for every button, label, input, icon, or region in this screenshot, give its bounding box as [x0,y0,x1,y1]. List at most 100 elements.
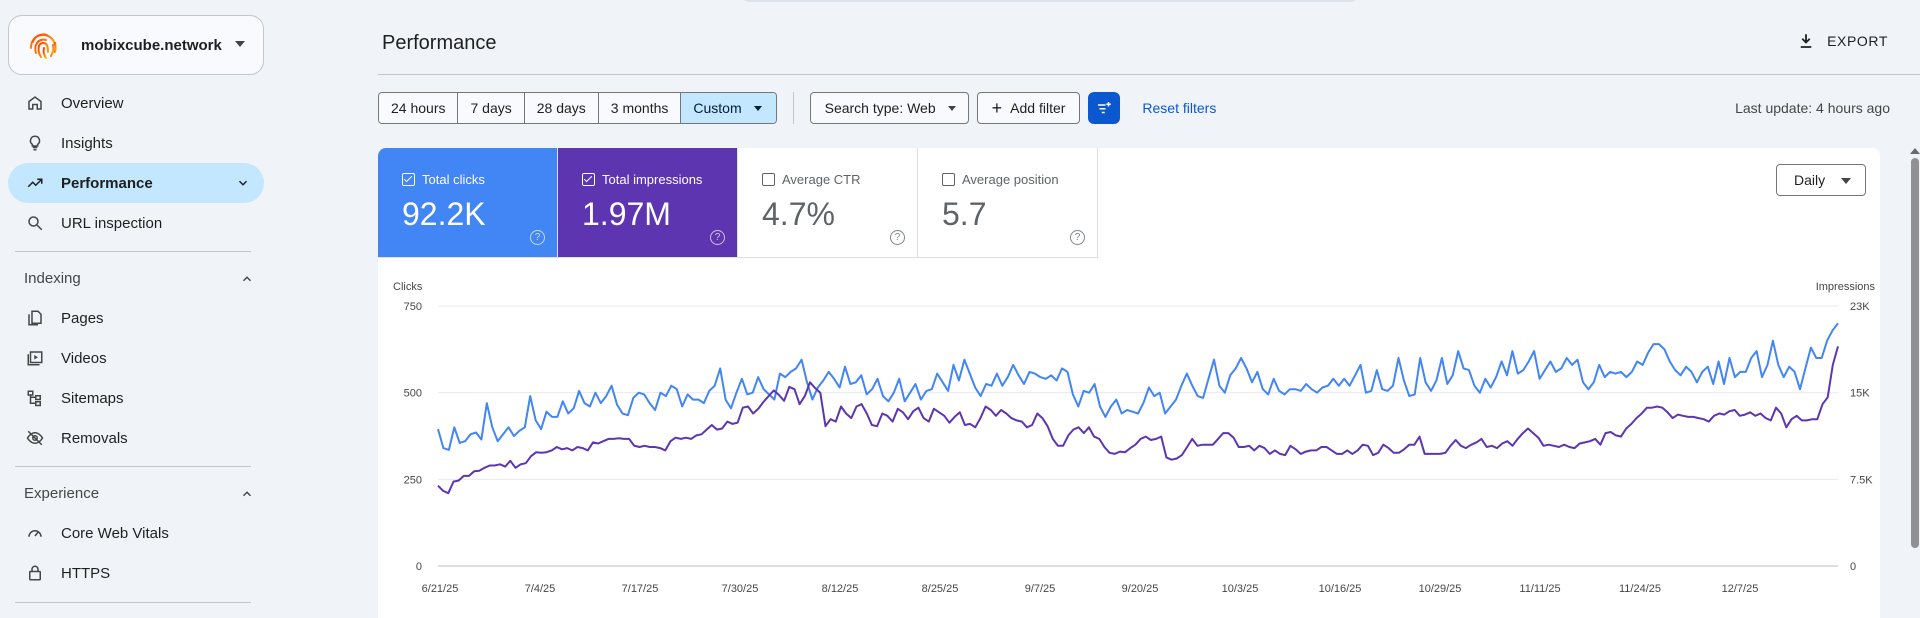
sidebar-item-label: Insights [61,134,113,152]
metric-average-ctr[interactable]: Average CTR 4.7% ? [738,148,918,258]
y-tick-left: 500 [404,388,422,400]
property-selector[interactable]: mobixcube.network [8,15,264,75]
filter-separator [792,92,794,124]
metric-value: 4.7% [762,196,835,232]
help-icon[interactable]: ? [530,230,545,245]
sidebar-item-performance[interactable]: Performance [8,163,264,203]
search-type-label: Search type: Web [824,100,936,116]
sidebar-item-url-inspection[interactable]: URL inspection [8,203,264,243]
help-icon[interactable]: ? [890,230,905,245]
chevron-down-icon[interactable] [236,176,250,190]
range-28-days[interactable]: 28 days [524,93,599,123]
metric-average-position[interactable]: Average position 5.7 ? [918,148,1098,258]
performance-chart: 750 500 250 0 23K 15K 7.5K 0 Clicks Impressions 6/… [393,281,1876,595]
filter-list-icon [1098,102,1112,114]
sidebar-item-label: Videos [61,349,107,367]
chevron-up-icon[interactable] [240,272,254,286]
range-7-days[interactable]: 7 days [458,93,525,123]
filter-settings-button[interactable] [1088,92,1121,124]
chevron-up-icon[interactable] [240,487,254,501]
metric-label-text: Total clicks [422,172,485,187]
home-icon [28,96,42,110]
metric-value: 92.2K [402,196,486,232]
section-title-label: Experience [24,485,100,502]
scroll-up-arrow-icon[interactable] [1910,148,1920,154]
sidebar-item-label: Performance [61,174,153,192]
help-icon[interactable]: ? [710,230,725,245]
sidebar-item-core-web-vitals[interactable]: Core Web Vitals [8,513,264,553]
page-title: Performance [382,32,497,54]
search-type-dropdown[interactable]: Search type: Web [809,92,969,124]
range-3-months[interactable]: 3 months [598,93,682,123]
x-tick: 8/25/25 [922,583,959,595]
performance-card: 750 500 250 0 23K 15K 7.5K 0 Clicks Impressions 6/… [378,148,1880,618]
last-update-text: Last update: 4 hours ago [1735,100,1890,116]
x-tick: 10/3/25 [1222,583,1259,595]
range-24-hours[interactable]: 24 hours [379,93,459,123]
x-tick: 9/7/25 [1025,583,1056,595]
checkbox-unchecked-icon[interactable] [762,173,775,186]
metric-label-text: Average position [962,172,1059,187]
checkbox-unchecked-icon[interactable] [942,173,955,186]
range-custom[interactable]: Custom [681,93,776,123]
series-line-impressions [437,346,1839,495]
metric-value: 5.7 [942,196,987,232]
checkbox-checked-icon[interactable] [402,173,415,186]
section-title-label: Indexing [24,270,81,287]
visibility-off-icon [26,430,44,446]
sidebar: mobixcube.network Overview Insights Perf… [0,0,270,606]
y-tick-left: 750 [404,301,422,313]
x-tick: 11/24/25 [1619,583,1661,595]
export-button[interactable]: EXPORT [1797,32,1888,50]
sidebar-item-sitemaps[interactable]: Sitemaps [8,378,264,418]
x-tick: 11/11/25 [1519,583,1560,595]
y-tick-right: 23K [1850,301,1870,313]
metric-label: Total clicks [402,172,485,187]
series-line-clicks [437,322,1839,451]
reset-filters-link[interactable]: Reset filters [1142,100,1217,116]
sidebar-item-label: Removals [61,429,128,447]
sidebar-item-label: HTTPS [61,564,111,582]
checkbox-checked-icon[interactable] [582,173,595,186]
y-tick-left: 0 [416,561,422,573]
sitemap-icon [27,390,41,407]
trending-up-icon [27,178,43,188]
lock-icon [29,565,41,581]
metric-total-impressions[interactable]: Total impressions 1.97M ? [558,148,738,258]
sidebar-item-removals[interactable]: Removals [8,418,264,458]
metric-total-clicks[interactable]: Total clicks 92.2K ? [378,148,558,258]
video-icon [27,351,43,366]
sidebar-item-overview[interactable]: Overview [8,83,264,123]
sidebar-item-label: URL inspection [61,214,163,232]
sidebar-item-label: Overview [61,94,124,112]
x-tick: 7/4/25 [525,583,556,595]
sidebar-item-insights[interactable]: Insights [8,123,264,163]
search-bar-edge[interactable] [740,0,1360,2]
sidebar-item-label: Sitemaps [61,389,124,407]
sidebar-item-videos[interactable]: Videos [8,338,264,378]
scrollbar[interactable] [1908,148,1920,606]
section-experience[interactable]: Experience [24,485,252,502]
help-icon[interactable]: ? [1070,230,1085,245]
x-tick: 10/29/25 [1419,583,1462,595]
x-tick: 7/30/25 [722,583,759,595]
y-tick-right: 0 [1850,561,1856,573]
sidebar-item-label: Pages [61,309,104,327]
add-filter-button[interactable]: + Add filter [976,92,1081,124]
scrollbar-thumb[interactable] [1911,158,1919,548]
filter-bar: 24 hours 7 days 28 days 3 months Custom … [378,92,1216,124]
sidebar-divider [15,251,251,252]
sidebar-divider [15,466,251,467]
y-axis-label-right: Impressions [1816,281,1876,293]
y-axis-label-left: Clicks [393,281,423,293]
x-tick: 8/12/25 [822,583,859,595]
y-tick-right: 15K [1850,388,1870,400]
sidebar-item-https[interactable]: HTTPS [8,553,264,593]
metric-label-text: Total impressions [602,172,703,187]
x-tick: 7/17/25 [622,583,659,595]
sidebar-item-pages[interactable]: Pages [8,298,264,338]
sidebar-divider [15,602,251,603]
section-indexing[interactable]: Indexing [24,270,252,287]
granularity-dropdown[interactable]: Daily [1776,164,1866,196]
x-tick: 6/21/25 [422,583,459,595]
